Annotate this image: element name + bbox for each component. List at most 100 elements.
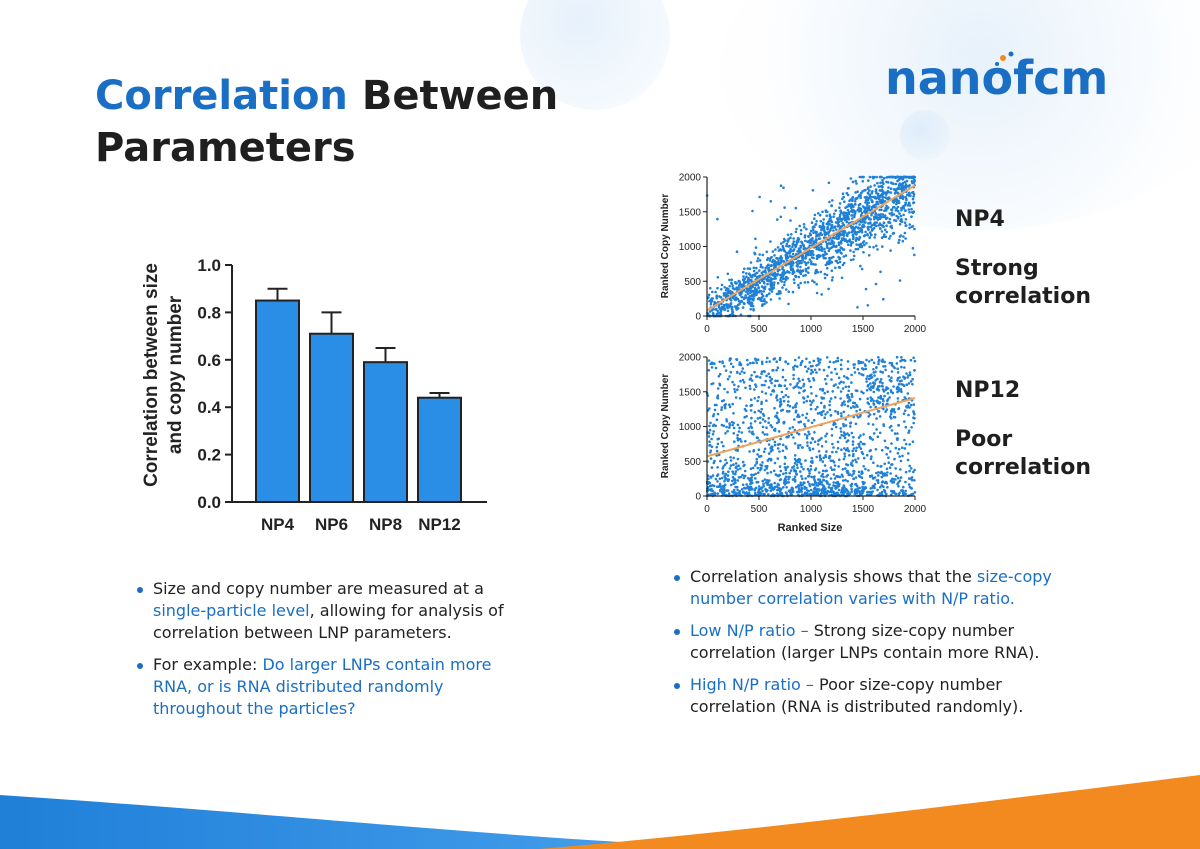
- np4-strength-line2: correlation: [955, 284, 1091, 309]
- scatter-point: [860, 220, 863, 224]
- scatter-point: [808, 446, 811, 450]
- scatter-point: [761, 266, 764, 269]
- scatter-point: [885, 467, 889, 471]
- scatter-point: [760, 464, 764, 467]
- scatter-point: [854, 458, 857, 462]
- scatter-point: [839, 246, 843, 249]
- scatter-point: [842, 493, 845, 496]
- scatter-point: [836, 447, 840, 450]
- scatter-point: [797, 275, 801, 279]
- scatter-point: [793, 462, 797, 465]
- scatter-point: [802, 384, 805, 388]
- scatter-point: [881, 199, 885, 202]
- scatter-point: [758, 487, 761, 491]
- scatter-point: [768, 292, 771, 295]
- scatter-point: [903, 231, 907, 235]
- scatter-point: [785, 255, 789, 258]
- scatter-point: [815, 364, 818, 367]
- scatter-point: [813, 368, 817, 372]
- scatter-point: [882, 365, 885, 368]
- scatter-point: [829, 466, 833, 469]
- scatter-point: [743, 474, 746, 478]
- scatter-point: [844, 424, 848, 427]
- scatter-point: [835, 474, 838, 478]
- scatter-point: [770, 381, 773, 385]
- scatter-point: [890, 429, 894, 432]
- scatter-point: [749, 398, 753, 401]
- scatter-point: [794, 459, 798, 462]
- scatter-point: [760, 296, 763, 299]
- scatter-point: [904, 202, 908, 205]
- scatter-point: [789, 469, 793, 472]
- scatter-point: [827, 181, 831, 185]
- scatter-point: [857, 203, 861, 207]
- scatter-point: [754, 486, 758, 490]
- scatter-point: [884, 235, 888, 239]
- scatter-point: [774, 248, 777, 251]
- scatter-point: [886, 398, 890, 401]
- scatter-point: [849, 210, 853, 213]
- scatter-point: [827, 230, 831, 234]
- scatter-point: [784, 478, 787, 482]
- scatter-point: [814, 240, 817, 244]
- scatter-point: [887, 220, 891, 224]
- scatter-point: [755, 281, 758, 285]
- scatter-point: [855, 389, 859, 393]
- scatter-point: [913, 412, 916, 416]
- scatter-point: [746, 267, 750, 270]
- scatter-point: [903, 447, 907, 450]
- scatter-point: [834, 396, 837, 399]
- scatter-point: [851, 196, 855, 199]
- scatter-point: [870, 358, 874, 362]
- scatter-point: [826, 411, 829, 414]
- scatter-point: [823, 276, 827, 280]
- scatter-point: [726, 479, 730, 483]
- scatter-point: [779, 184, 783, 187]
- scatter-point: [725, 489, 728, 492]
- scatter-point: [794, 275, 798, 278]
- scatter-point: [846, 432, 849, 435]
- scatter-point: [841, 237, 844, 240]
- scatter-point: [746, 280, 749, 283]
- scatter-point: [758, 259, 762, 262]
- scatter-point: [759, 421, 762, 425]
- scatter-point: [722, 444, 725, 448]
- scatter-point: [825, 492, 829, 495]
- bar-category-label: NP6: [315, 515, 348, 534]
- scatter-point: [758, 195, 761, 199]
- scatter-point: [723, 387, 726, 391]
- scatter-point: [736, 457, 740, 461]
- scatter-point: [897, 184, 901, 187]
- scatter-point: [726, 390, 729, 394]
- scatter-point: [823, 416, 826, 419]
- scatter-point: [810, 456, 814, 460]
- scatter-point: [825, 480, 829, 484]
- scatter-point: [841, 401, 844, 405]
- scatter-point: [852, 472, 855, 475]
- scatter-point: [859, 434, 862, 437]
- scatter-point: [908, 184, 911, 187]
- scatter-point: [709, 421, 712, 425]
- scatter-point: [842, 255, 845, 258]
- scatter-point: [782, 481, 786, 485]
- scatter-point: [769, 379, 772, 383]
- scatter-point: [755, 358, 758, 362]
- scatter-point: [784, 475, 788, 479]
- scatter-point: [843, 455, 847, 458]
- scatter-point: [742, 279, 746, 282]
- scatter-point: [802, 274, 805, 277]
- scatter-point: [897, 492, 901, 496]
- scatter-point: [883, 360, 886, 364]
- scatter-point: [733, 478, 736, 482]
- scatter-point: [816, 443, 820, 446]
- scatter-point: [782, 237, 786, 241]
- scatter-point: [744, 440, 747, 443]
- scatter-point: [857, 457, 860, 460]
- scatter-point: [748, 450, 751, 453]
- scatter-point: [905, 383, 909, 386]
- scatter-point: [742, 421, 745, 424]
- scatter-point: [885, 386, 888, 389]
- scatter-point: [824, 413, 827, 416]
- scatter-point: [802, 244, 805, 247]
